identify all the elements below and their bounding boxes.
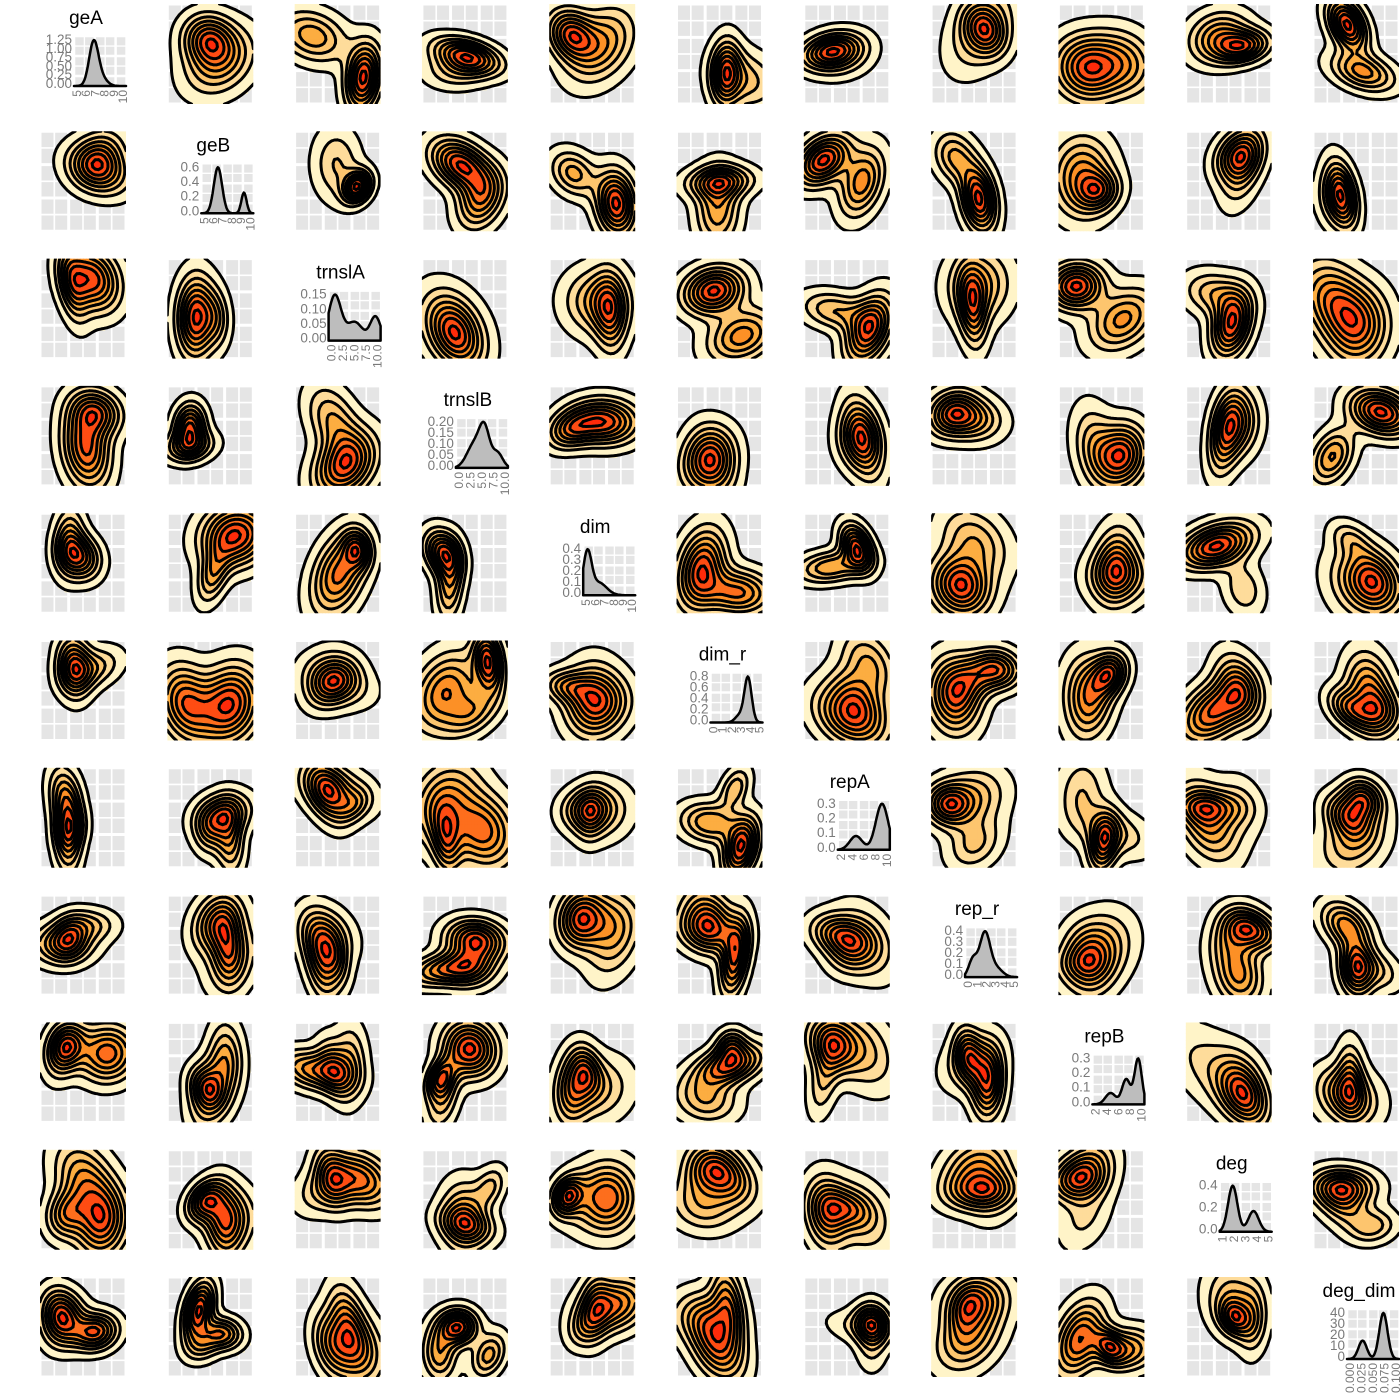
contour-panel-geA-repB <box>1058 4 1145 105</box>
contour-panel-geA-deg <box>1186 4 1273 104</box>
contour-panel-geA-geB <box>167 4 254 105</box>
contour-panel-geA-dim_r <box>677 4 764 105</box>
y-tick-label: 0.00 <box>46 76 72 91</box>
x-tick-label: 10 <box>116 90 130 104</box>
contour-panel-geA-repA <box>804 4 890 104</box>
contour-panel-geA-trnslA <box>295 4 382 105</box>
variable-title: geA <box>69 8 103 29</box>
contour-panel-geA-trnslB <box>422 4 509 104</box>
contour-panel-geA-dim <box>549 4 636 104</box>
contour-panel-geA-deg_dim <box>1313 4 1400 104</box>
contour-panel-geA-rep_r <box>931 4 1018 104</box>
